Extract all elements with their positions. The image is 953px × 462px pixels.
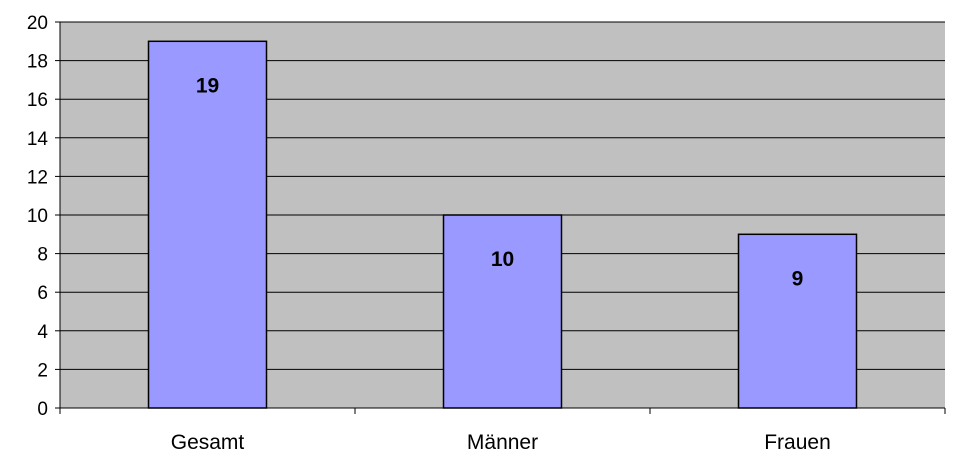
x-tick-label: Gesamt (171, 431, 245, 454)
y-tick-label: 4 (37, 322, 48, 343)
x-tick-label: Männer (467, 431, 538, 454)
x-tick-labels: Gesamt Männer Frauen (171, 431, 831, 454)
y-tick-label: 10 (27, 206, 48, 227)
data-label: 10 (491, 248, 514, 271)
bar-frauen (737, 233, 858, 409)
y-tick-label: 2 (37, 360, 48, 381)
bar-gesamt (147, 40, 268, 409)
x-tick-label: Frauen (764, 431, 831, 454)
y-tick-label: 20 (27, 13, 48, 34)
axes (55, 21, 946, 414)
data-labels: 19 10 9 (196, 74, 804, 290)
y-tick-labels: 0 2 4 6 8 10 12 14 16 18 20 (27, 13, 49, 420)
bar-m-nner (442, 214, 563, 409)
y-tick-label: 16 (27, 90, 48, 111)
data-label: 9 (792, 267, 804, 290)
y-tick-label: 0 (37, 399, 48, 420)
bars (147, 40, 858, 409)
y-tick-label: 14 (27, 129, 49, 150)
y-tick-label: 12 (27, 167, 48, 188)
y-tick-label: 6 (37, 283, 48, 304)
y-tick-label: 18 (27, 52, 48, 73)
y-tick-label: 8 (37, 245, 48, 266)
data-label: 19 (196, 74, 219, 97)
